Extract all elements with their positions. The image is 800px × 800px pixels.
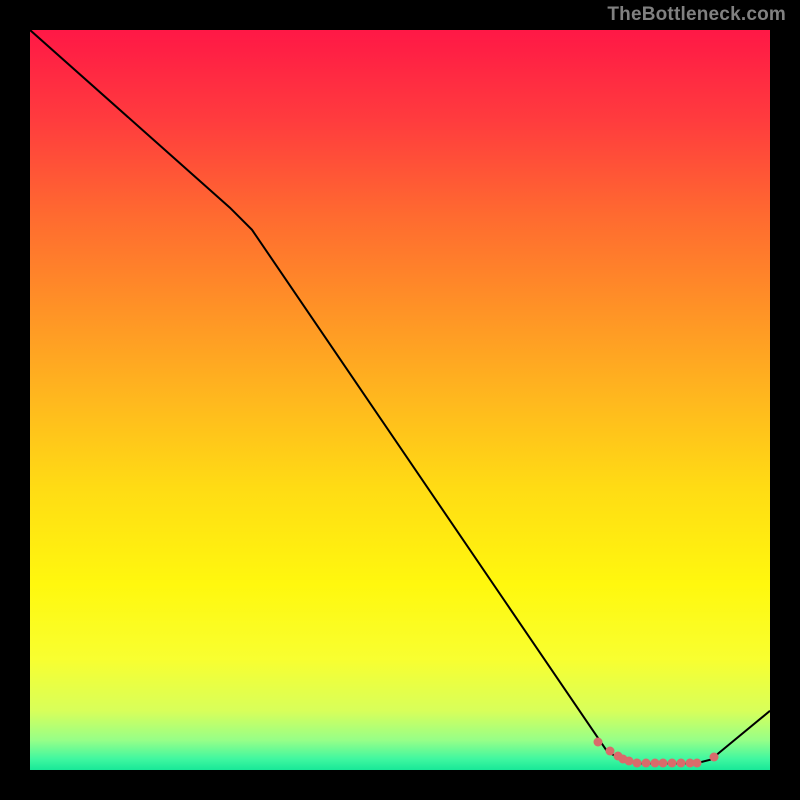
- curve-marker: [650, 759, 659, 768]
- curve-marker: [641, 759, 650, 768]
- curve-marker: [693, 759, 702, 768]
- curve-marker: [709, 753, 718, 762]
- curve-marker: [668, 759, 677, 768]
- curve-marker: [659, 759, 668, 768]
- watermark-text: TheBottleneck.com: [607, 4, 786, 26]
- curve-marker: [632, 758, 641, 767]
- curve-marker: [594, 737, 603, 746]
- curve-marker: [677, 759, 686, 768]
- plot-area: [30, 30, 770, 770]
- markers-layer: [30, 30, 770, 770]
